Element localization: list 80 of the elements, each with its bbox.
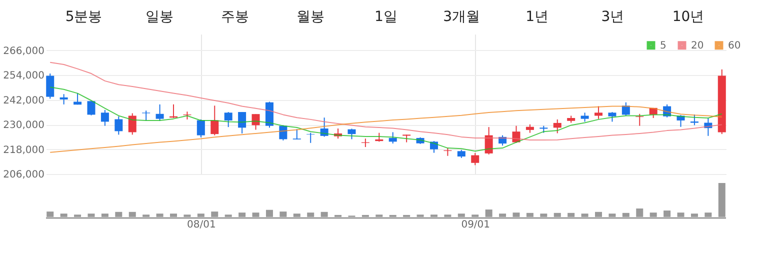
- text: 주봉: [220, 9, 249, 25]
- x-tick-label: 09/01: [461, 220, 490, 230]
- bar: [293, 214, 300, 217]
- text: 3개월: [443, 9, 480, 25]
- legend-label: 5: [660, 40, 666, 52]
- candlestick: [292, 128, 301, 140]
- text: 1년: [526, 9, 549, 25]
- line-series: [50, 106, 722, 153]
- bar: [60, 214, 68, 217]
- y-tick-label: 242,000: [3, 95, 44, 106]
- text: 월봉: [296, 9, 324, 25]
- bar: [115, 212, 122, 217]
- text: 5분봉: [65, 9, 102, 25]
- candlestick: [60, 94, 68, 105]
- candlestick: [608, 112, 616, 122]
- bar: [280, 212, 287, 217]
- candlestick: [128, 112, 136, 136]
- bar: [266, 210, 273, 217]
- bar: [46, 212, 54, 217]
- candlestick: [156, 104, 164, 122]
- candlestick: [348, 128, 356, 140]
- legend-label: 20: [691, 40, 704, 52]
- bar: [499, 214, 506, 217]
- bar: [677, 212, 684, 217]
- y-tick-label: 230,000: [3, 120, 44, 132]
- candlestick: [594, 106, 602, 120]
- bar: [197, 214, 204, 217]
- text: 1일: [374, 9, 398, 25]
- bar: [101, 214, 108, 217]
- candlestick: [210, 105, 219, 136]
- candlestick: [265, 101, 274, 128]
- y-tick-label: 206,000: [3, 170, 44, 180]
- candlestick: [306, 132, 315, 144]
- bar: [540, 214, 548, 217]
- y-tick-label: 218,000: [3, 144, 44, 156]
- bar: [690, 214, 698, 217]
- candlestick: [100, 109, 109, 126]
- bar: [252, 212, 260, 217]
- bar: [581, 214, 588, 217]
- candlestick: [142, 110, 150, 121]
- bar: [650, 212, 657, 217]
- bar: [170, 214, 177, 217]
- bar: [211, 212, 218, 217]
- text: 일봉: [145, 9, 174, 25]
- bar: [156, 214, 164, 217]
- bar: [568, 212, 575, 217]
- bar: [718, 183, 726, 217]
- bar: [128, 212, 136, 217]
- candlestick: [224, 112, 232, 128]
- candlestick: [580, 112, 589, 122]
- bar: [320, 212, 328, 217]
- bar: [554, 212, 561, 217]
- candlestick: [553, 118, 562, 134]
- candlestick: [87, 100, 96, 116]
- bar: [595, 212, 602, 217]
- bar: [622, 212, 630, 217]
- bar: [485, 210, 492, 217]
- bar: [608, 214, 616, 217]
- bar: [238, 212, 246, 217]
- y-tick-label: 254,000: [3, 70, 44, 82]
- bar: [704, 212, 712, 217]
- candlestick: [46, 73, 54, 100]
- text: 10년: [672, 9, 704, 25]
- candlestick: [114, 116, 123, 136]
- bar: [526, 212, 534, 217]
- text: 3년: [601, 9, 624, 25]
- candlestick: [471, 152, 480, 166]
- y-tick-label: 266,000: [3, 46, 44, 57]
- bar: [664, 210, 671, 217]
- bar: [307, 212, 314, 217]
- bar: [88, 214, 95, 217]
- candlestick: [238, 112, 246, 134]
- bar: [636, 208, 644, 217]
- legend-label: 60: [728, 40, 741, 52]
- candlestick: [388, 132, 397, 144]
- candlestick: [196, 118, 205, 138]
- candlestick: [252, 114, 260, 130]
- x-tick-label: 08/01: [187, 220, 216, 230]
- bar: [458, 214, 465, 217]
- bar: [512, 212, 520, 217]
